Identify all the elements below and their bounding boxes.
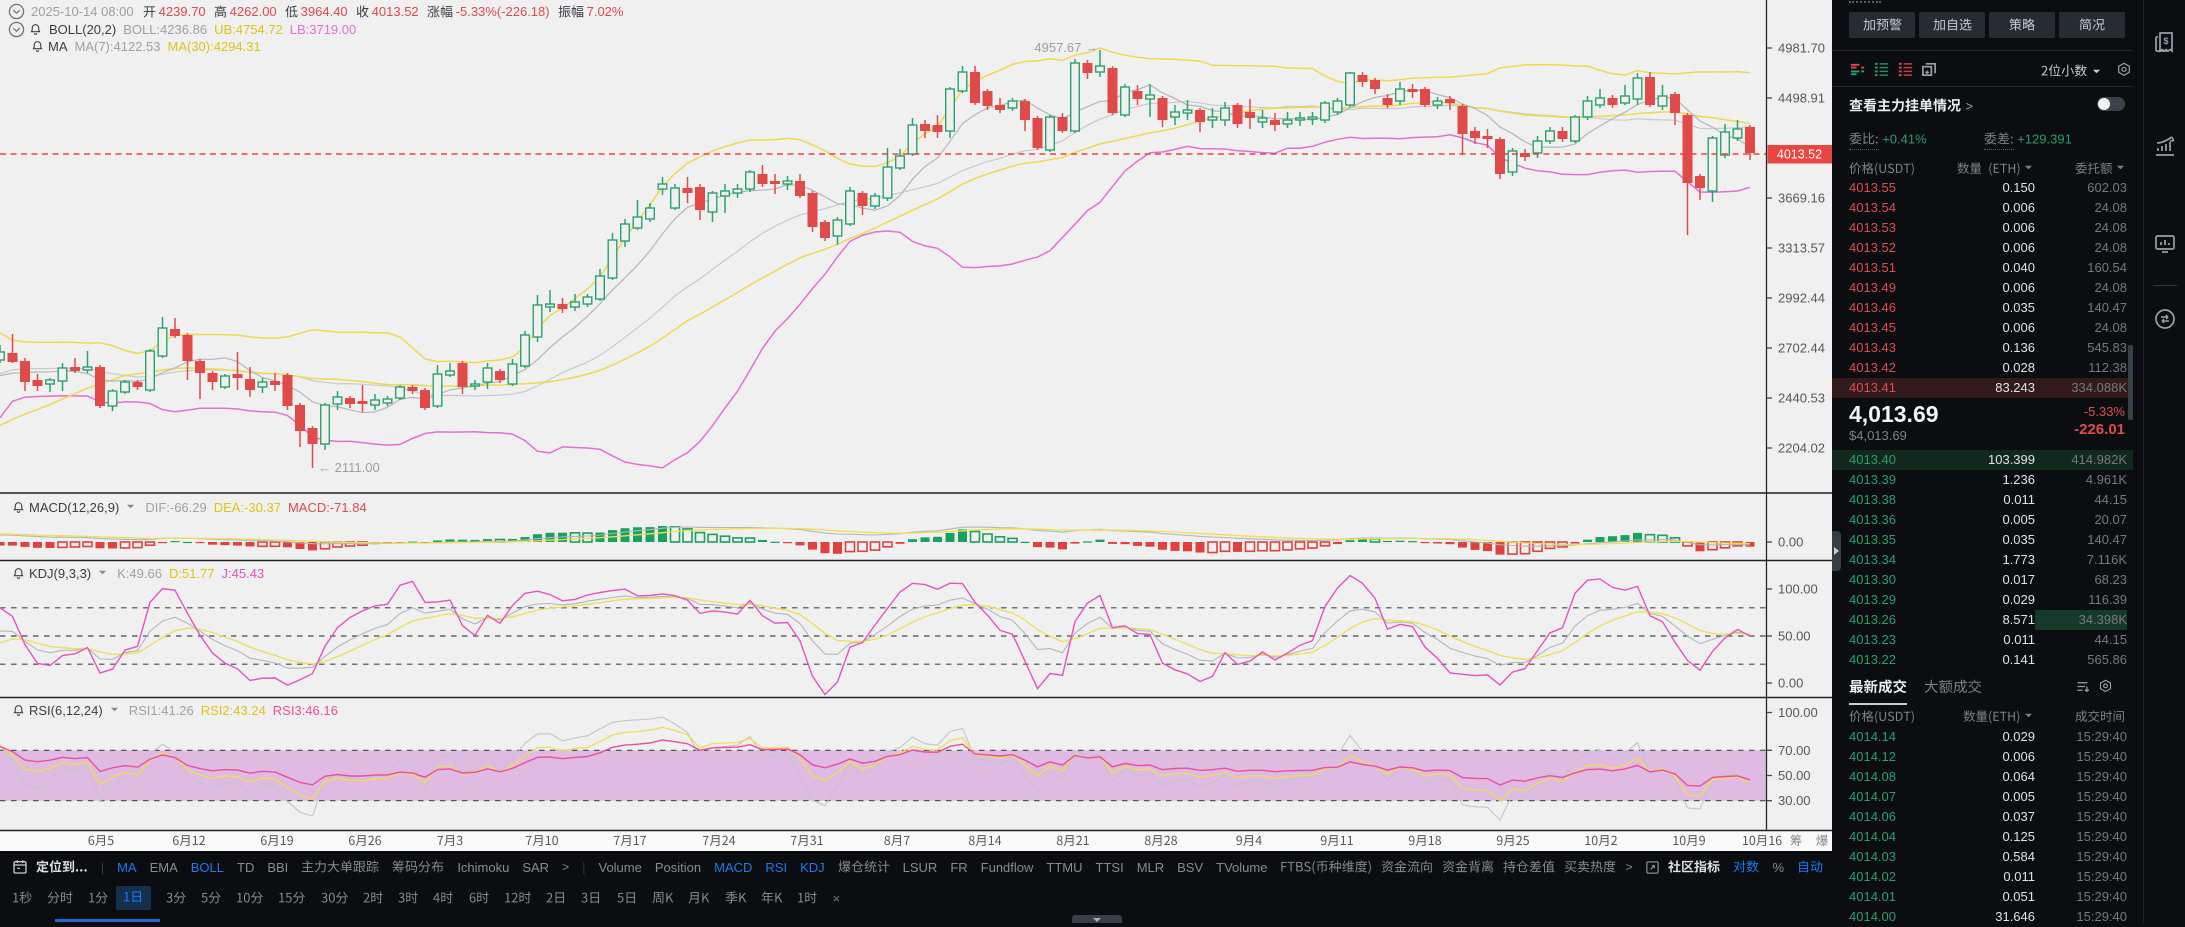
svg-text:4957.67 →: 4957.67 → bbox=[1034, 40, 1098, 55]
svg-text:2702.44: 2702.44 bbox=[1778, 341, 1825, 356]
svg-text:50.00: 50.00 bbox=[1778, 629, 1811, 644]
svg-text:2992.44: 2992.44 bbox=[1778, 291, 1825, 306]
svg-text:3669.16: 3669.16 bbox=[1778, 191, 1825, 206]
svg-text:← 2111.00: ← 2111.00 bbox=[318, 460, 380, 475]
svg-text:2204.02: 2204.02 bbox=[1778, 441, 1825, 456]
svg-text:100.00: 100.00 bbox=[1778, 705, 1818, 720]
svg-text:30.00: 30.00 bbox=[1778, 793, 1811, 808]
svg-text:70.00: 70.00 bbox=[1778, 743, 1811, 758]
svg-text:2440.53: 2440.53 bbox=[1778, 391, 1825, 406]
svg-text:50.00: 50.00 bbox=[1778, 768, 1811, 783]
svg-text:100.00: 100.00 bbox=[1778, 582, 1818, 597]
svg-text:4981.70: 4981.70 bbox=[1778, 41, 1825, 56]
svg-text:$: $ bbox=[2163, 36, 2168, 46]
svg-text:4498.91: 4498.91 bbox=[1778, 91, 1825, 106]
svg-text:0.00: 0.00 bbox=[1778, 676, 1803, 691]
svg-text:4013.52: 4013.52 bbox=[1777, 148, 1822, 162]
svg-text:0.00: 0.00 bbox=[1778, 535, 1803, 550]
svg-text:3313.57: 3313.57 bbox=[1778, 241, 1825, 256]
